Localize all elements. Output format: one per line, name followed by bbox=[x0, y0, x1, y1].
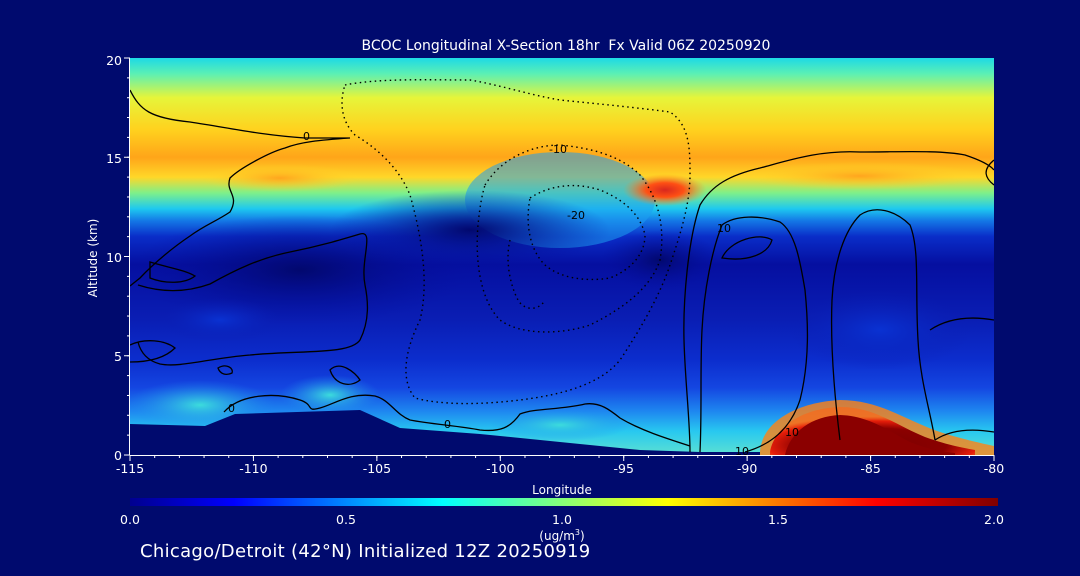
contour-label: 0 bbox=[303, 130, 310, 143]
x-axis-label: Longitude bbox=[532, 483, 592, 497]
x-tick-labels: -115 -110 -105 -100 -95 -90 -85 -80 bbox=[116, 461, 1004, 476]
axis-ticks bbox=[124, 57, 995, 461]
colorbar-tick-label: 0.0 bbox=[120, 512, 140, 527]
subtitle: Chicago/Detroit (42°N) Initialized 12Z 2… bbox=[140, 541, 591, 562]
colorbar-tick-label: 1.0 bbox=[552, 512, 572, 527]
contour-label: -20 bbox=[567, 209, 585, 222]
colorbar bbox=[130, 498, 998, 506]
contour-pos-10-core bbox=[721, 236, 773, 260]
contour-label: 10 bbox=[785, 426, 799, 439]
x-tick-label: -80 bbox=[984, 461, 1004, 476]
x-tick-label: -115 bbox=[116, 461, 144, 476]
contour-label: -10 bbox=[549, 143, 567, 156]
isotach-contours bbox=[130, 89, 994, 453]
contour-label: 0 bbox=[228, 402, 235, 415]
concentration-field bbox=[130, 58, 994, 455]
contour-zero-upper bbox=[130, 89, 351, 287]
contour-label: 0 bbox=[444, 418, 451, 431]
x-tick-label: -110 bbox=[239, 461, 267, 476]
y-tick-label: 0 bbox=[114, 448, 122, 463]
y-tick-label: 5 bbox=[114, 349, 122, 364]
contour-left-loop bbox=[149, 261, 197, 283]
y-axis-label: Altitude (km) bbox=[86, 219, 100, 298]
contour-pos-10-inner bbox=[699, 216, 809, 453]
contour-right-lower bbox=[929, 317, 994, 331]
negative-contours bbox=[341, 79, 691, 405]
chart-title: BCOC Longitudinal X-Section 18hr Fx Vali… bbox=[362, 38, 771, 54]
contour-interior-b bbox=[217, 365, 233, 375]
colorbar-tick-label: 1.5 bbox=[768, 512, 788, 527]
y-tick-labels: 0 5 10 15 20 bbox=[106, 53, 122, 463]
x-tick-label: -95 bbox=[613, 461, 633, 476]
contour-neg-inner bbox=[507, 239, 546, 309]
contour-label: 10 bbox=[717, 222, 731, 235]
contour-right-column bbox=[830, 209, 936, 441]
contour-mid-left bbox=[137, 233, 369, 366]
contour-pos-10-outer bbox=[683, 150, 994, 453]
colorbar-tick-labels: 0.0 0.5 1.0 1.5 2.0 bbox=[120, 512, 1004, 527]
x-tick-label: -105 bbox=[363, 461, 391, 476]
contour-right-bottom bbox=[934, 429, 994, 441]
y-tick-label: 20 bbox=[106, 53, 122, 68]
x-tick-label: -90 bbox=[737, 461, 757, 476]
y-tick-label: 10 bbox=[106, 250, 122, 265]
contour-interior-a bbox=[329, 365, 361, 385]
contour-neg-0 bbox=[341, 79, 691, 405]
contour-surface-zero bbox=[223, 394, 691, 447]
y-tick-label: 15 bbox=[106, 151, 122, 166]
x-tick-label: -85 bbox=[860, 461, 880, 476]
contour-labels: 0 -10 -20 10 0 0 10 10 bbox=[228, 130, 799, 458]
colorbar-tick-label: 2.0 bbox=[984, 512, 1004, 527]
contour-left-small bbox=[130, 340, 176, 363]
x-tick-label: -100 bbox=[486, 461, 514, 476]
colorbar-tick-label: 0.5 bbox=[336, 512, 356, 527]
contour-right-edge bbox=[985, 159, 994, 186]
contour-label: 10 bbox=[735, 445, 749, 458]
colorbar-unit-label: (ug/m3) bbox=[539, 528, 584, 543]
